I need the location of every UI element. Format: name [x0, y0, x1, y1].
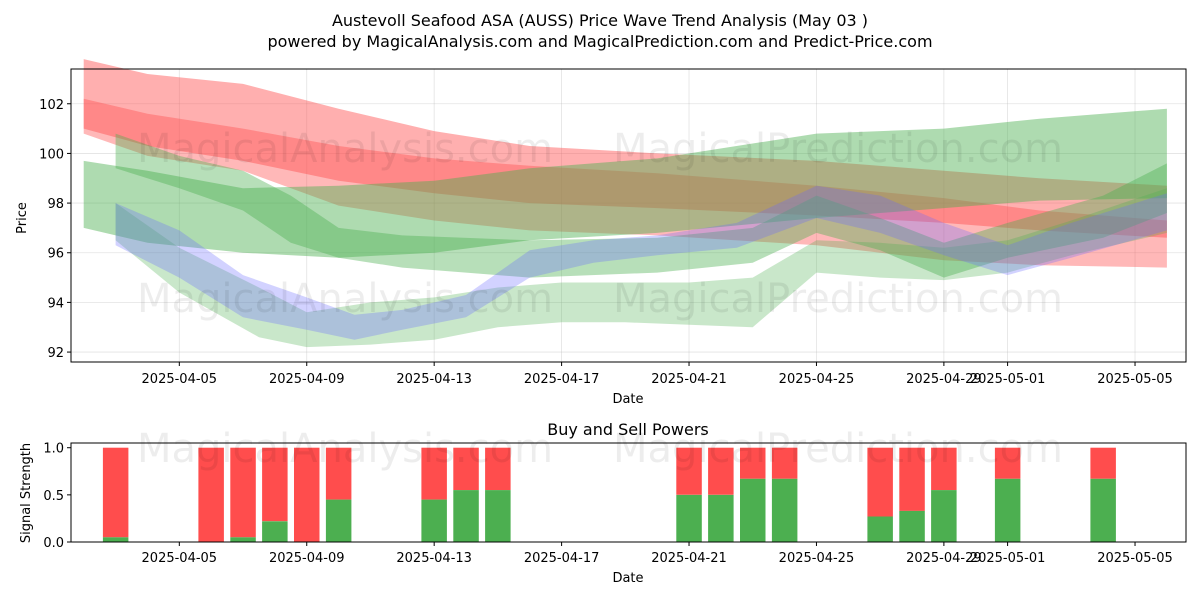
- sell-bar-day-8: [262, 447, 288, 522]
- signal-tick-label-x-2025-04-25: 2025-04-25: [779, 551, 855, 566]
- watermark-prediction-top: MagicalPrediction.com: [613, 126, 1063, 172]
- price-tick-label-x-2025-04-13: 2025-04-13: [396, 372, 472, 387]
- watermark-analysis-top: MagicalAnalysis.com: [137, 126, 553, 172]
- price-x-label: Date: [612, 392, 643, 407]
- signal-tick-label-x-2025-04-17: 2025-04-17: [524, 551, 600, 566]
- sell-bar-day-29: [931, 447, 957, 491]
- signal-x-label: Date: [612, 571, 643, 586]
- price-tick-label-x-2025-04-05: 2025-04-05: [142, 372, 218, 387]
- signal-tick-label-x-2025-05-05: 2025-05-05: [1097, 551, 1173, 566]
- buy-bar-day-22: [708, 494, 734, 542]
- watermark-prediction-mid: MagicalPrediction.com: [613, 276, 1063, 322]
- signal-axes-frame: [70, 442, 1187, 543]
- price-tick-label-x-2025-04-17: 2025-04-17: [524, 372, 600, 387]
- buy-bar-day-34: [1090, 478, 1116, 542]
- sell-bar-day-6: [198, 447, 224, 542]
- sell-bar-day-24: [771, 447, 798, 479]
- price-wave-panel: MagicalAnalysis.com MagicalPrediction.co…: [15, 59, 1187, 407]
- price-tick-label-x-2025-04-09: 2025-04-09: [269, 372, 345, 387]
- signal-tick-label-y-2: 1.0: [43, 442, 64, 457]
- buy-bar-day-15: [485, 490, 511, 542]
- sell-bar-day-22: [708, 447, 734, 495]
- buy-bar-day-13: [421, 499, 447, 542]
- buy-bar-day-24: [771, 478, 798, 542]
- buy-bar-day-29: [931, 490, 957, 542]
- sell-bar-day-13: [421, 447, 447, 500]
- price-tick-label-x-2025-04-21: 2025-04-21: [651, 372, 727, 387]
- price-tick-label-y-102: 102: [39, 98, 64, 113]
- band-blue-curve: [115, 185, 1167, 340]
- buy-sell-panel: Buy and Sell Powers MagicalAnalysis.com …: [19, 420, 1187, 586]
- price-tick-label-y-100: 100: [39, 147, 64, 162]
- buy-bar-day-8: [262, 521, 288, 542]
- signal-tick-label-y-1: 0.5: [43, 489, 64, 504]
- price-ticks: 92 94 96 98 100 102 2025-04-05 2025-04-09 2025-0…: [39, 98, 1173, 387]
- band-green-upper-curve: [115, 133, 1167, 278]
- signal-tick-label-x-2025-04-13: 2025-04-13: [396, 551, 472, 566]
- signal-tick-label-y-0: 0.0: [43, 536, 64, 551]
- price-bands: [83, 59, 1167, 348]
- buy-bar-day-14: [453, 490, 479, 542]
- band-green-low-curve: [115, 188, 1167, 348]
- sell-bar-day-15: [485, 447, 511, 491]
- watermark-prediction-bottom: MagicalPrediction.com: [613, 426, 1063, 472]
- signal-tick-label-x-2025-05-01: 2025-05-01: [970, 551, 1046, 566]
- buy-bar-day-28: [899, 510, 925, 542]
- watermark-analysis-mid: MagicalAnalysis.com: [137, 276, 553, 322]
- price-grid: [71, 69, 1186, 362]
- signal-ticks: 0.0 0.5 1.0 2025-04-05 2025-04-09 2025-04-13 2…: [43, 442, 1172, 566]
- price-tick-label-x-2025-04-25: 2025-04-25: [779, 372, 855, 387]
- buy-bar-day-21: [676, 494, 702, 542]
- sell-bar-day-21: [676, 447, 702, 495]
- band-green-wide: [83, 108, 1167, 258]
- sell-bar-day-3: [102, 447, 129, 538]
- signal-tick-label-x-2025-04-05: 2025-04-05: [142, 551, 218, 566]
- sell-bar-day-34: [1090, 447, 1116, 479]
- buy-bar-day-27: [867, 516, 893, 542]
- sell-bar-day-23: [740, 447, 766, 479]
- signal-tick-label-x-2025-04-29: 2025-04-29: [906, 551, 982, 566]
- signal-bars: [102, 447, 1116, 542]
- price-tick-label-y-98: 98: [47, 197, 64, 212]
- buy-bar-day-10: [325, 499, 352, 542]
- signal-y-label: Signal Strength: [19, 443, 34, 543]
- price-tick-label-y-96: 96: [47, 247, 64, 262]
- band-red-upper: [83, 59, 1167, 238]
- sell-bar-day-10: [325, 447, 352, 500]
- buy-bar-day-31: [994, 478, 1021, 542]
- chart-title-line2: powered by MagicalAnalysis.com and Magic…: [267, 32, 932, 51]
- sell-bar-day-28: [899, 447, 925, 511]
- buy-bar-day-3: [102, 537, 129, 542]
- buy-bar-day-7: [230, 537, 256, 542]
- buy-sell-title: Buy and Sell Powers: [547, 420, 709, 439]
- sell-bar-day-31: [994, 447, 1021, 479]
- price-tick-label-x-2025-04-29: 2025-04-29: [906, 372, 982, 387]
- price-tick-label-y-94: 94: [47, 296, 64, 311]
- price-tick-label-y-92: 92: [47, 346, 64, 361]
- watermark-analysis-bottom: MagicalAnalysis.com: [137, 426, 553, 472]
- chart-title-line1: Austevoll Seafood ASA (AUSS) Price Wave …: [332, 11, 868, 30]
- band-red-lower: [83, 98, 1167, 268]
- signal-tick-label-x-2025-04-09: 2025-04-09: [269, 551, 345, 566]
- price-axes-frame: [70, 68, 1187, 363]
- sell-bar-day-14: [453, 447, 479, 491]
- price-tick-label-x-2025-05-01: 2025-05-01: [970, 372, 1046, 387]
- sell-bar-day-9: [294, 447, 320, 542]
- sell-bar-day-7: [230, 447, 256, 538]
- buy-bar-day-23: [740, 478, 766, 542]
- signal-tick-label-x-2025-04-21: 2025-04-21: [651, 551, 727, 566]
- price-tick-label-x-2025-05-05: 2025-05-05: [1097, 372, 1173, 387]
- price-y-label: Price: [15, 202, 30, 234]
- sell-bar-day-27: [867, 447, 893, 517]
